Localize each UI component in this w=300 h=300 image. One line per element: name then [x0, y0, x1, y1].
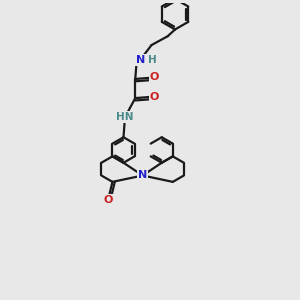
Text: O: O: [150, 92, 159, 102]
Text: O: O: [150, 73, 159, 82]
Text: O: O: [103, 195, 113, 205]
Text: N: N: [136, 55, 145, 65]
Text: HN: HN: [116, 112, 134, 122]
Text: H: H: [148, 56, 156, 65]
Text: N: N: [138, 170, 147, 181]
